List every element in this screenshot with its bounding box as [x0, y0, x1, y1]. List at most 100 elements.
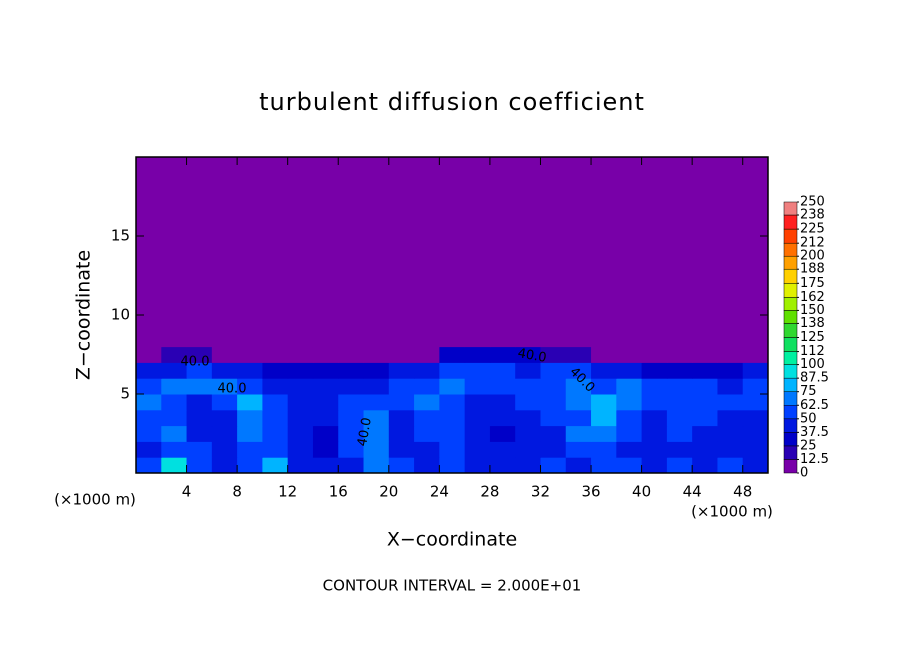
- field-cell: [262, 425, 289, 442]
- field-cell: [287, 441, 314, 458]
- field-cell: [262, 394, 289, 411]
- field-cell: [338, 441, 365, 458]
- field-cell: [717, 457, 744, 474]
- field-cell: [136, 157, 162, 348]
- field-cell: [136, 425, 162, 442]
- field-cell: [591, 441, 617, 458]
- field-cell: [515, 425, 541, 442]
- field-cell: [237, 425, 263, 442]
- colorbar-tick-label: 175: [800, 276, 825, 291]
- contour-label: 40.0: [218, 382, 247, 397]
- field: [136, 157, 769, 474]
- colorbar-tick-label: 238: [800, 208, 825, 223]
- y-tick-label: 10: [111, 306, 130, 324]
- colorbar-tick-label: 87.5: [800, 371, 829, 386]
- field-cell: [363, 157, 390, 348]
- colorbar-tick-label: 62.5: [800, 398, 829, 413]
- field-cell: [464, 394, 491, 411]
- field-cell: [464, 362, 491, 379]
- field-cell: [161, 457, 188, 474]
- colorbar-swatch: [783, 214, 798, 230]
- field-cell: [439, 378, 466, 395]
- field-cell: [262, 346, 289, 363]
- field-cell: [338, 394, 365, 411]
- field-cell: [565, 457, 592, 474]
- field-cell: [363, 378, 390, 395]
- colorbar-swatch: [783, 242, 798, 257]
- field-cell: [641, 457, 668, 474]
- field-cell: [388, 457, 415, 474]
- colorbar-swatch: [783, 391, 798, 406]
- field-cell: [515, 394, 541, 411]
- field-cell: [540, 362, 567, 379]
- x-tick-label: 44: [683, 483, 702, 501]
- field-cell: [388, 157, 415, 348]
- field-cell: [692, 362, 718, 379]
- field-cell: [312, 425, 339, 442]
- field-cell: [717, 441, 744, 458]
- contour-label: 40.0: [516, 346, 547, 366]
- field-cell: [312, 362, 339, 379]
- field-cell: [666, 346, 693, 363]
- field-cell: [515, 457, 541, 474]
- x-unit: (×1000 m): [691, 503, 773, 521]
- field-cell: [363, 457, 390, 474]
- field-cell: [616, 394, 643, 411]
- colorbar-tick-label: 225: [800, 222, 825, 237]
- field-cell: [489, 378, 516, 395]
- field-cell: [742, 346, 769, 363]
- field-cell: [565, 362, 592, 379]
- field-cell: [591, 157, 617, 348]
- field-cell: [363, 409, 390, 427]
- colorbar-tick-label: 12.5: [800, 452, 829, 467]
- field-cell: [211, 157, 238, 348]
- field-cell: [717, 378, 744, 395]
- field-cell: [717, 157, 744, 348]
- field-cell: [540, 457, 567, 474]
- field-cell: [616, 457, 643, 474]
- field-cell: [515, 441, 541, 458]
- field-cell: [515, 362, 541, 379]
- colorbar-swatch: [783, 418, 798, 433]
- field-cell: [338, 362, 365, 379]
- field-cell: [136, 394, 162, 411]
- colorbar-swatch: [783, 405, 798, 420]
- field-cell: [287, 378, 314, 395]
- field-cell: [692, 378, 718, 395]
- field-cell: [565, 157, 592, 348]
- field-cell: [161, 378, 188, 395]
- colorbar-tick-label: 75: [800, 384, 817, 399]
- colorbar-swatch: [783, 351, 798, 365]
- field-cell: [388, 441, 415, 458]
- field-cell: [439, 394, 466, 411]
- field-cell: [591, 394, 617, 411]
- field-cell: [591, 346, 617, 363]
- field-cell: [161, 409, 188, 427]
- colorbar-swatch: [783, 201, 798, 216]
- field-cell: [312, 457, 339, 474]
- field-cell: [616, 346, 643, 363]
- field-cell: [742, 425, 769, 442]
- field-cell: [666, 157, 693, 348]
- field-cell: [136, 409, 162, 427]
- field-cell: [338, 457, 365, 474]
- colorbar-swatch: [783, 228, 798, 244]
- field-cell: [161, 441, 188, 458]
- field-cell: [591, 425, 617, 442]
- field-cell: [489, 394, 516, 411]
- field-cell: [641, 378, 668, 395]
- field-cell: [186, 457, 213, 474]
- contour-label: 40.0: [181, 355, 210, 370]
- field-cell: [363, 441, 390, 458]
- x-tick-label: 20: [379, 483, 398, 501]
- field-cell: [237, 157, 263, 348]
- field-cell: [692, 441, 718, 458]
- field-cell: [262, 409, 289, 427]
- field-cell: [211, 378, 238, 395]
- field-cell: [666, 425, 693, 442]
- x-tick-label: 48: [733, 483, 752, 501]
- field-cell: [414, 362, 440, 379]
- field-cell: [742, 378, 769, 395]
- colorbar-tick-label: 200: [800, 249, 825, 264]
- field-cell: [186, 441, 213, 458]
